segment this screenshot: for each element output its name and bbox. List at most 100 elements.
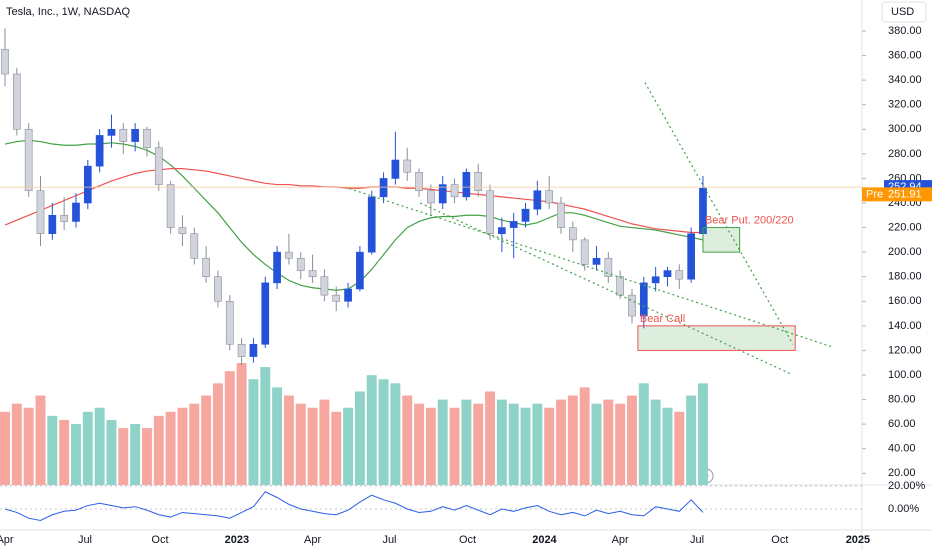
candle-body bbox=[379, 178, 388, 198]
volume-bar bbox=[520, 407, 531, 485]
volume-bar bbox=[283, 395, 294, 485]
volume-bar bbox=[437, 399, 448, 485]
candle-body bbox=[178, 227, 187, 235]
candle-body bbox=[651, 276, 660, 284]
y-tick-label: 140.00 bbox=[888, 320, 922, 332]
volume-bar bbox=[0, 411, 10, 485]
volume-bar bbox=[224, 371, 235, 485]
candle-body bbox=[154, 147, 163, 185]
volume-bar bbox=[11, 403, 22, 485]
volume-bar bbox=[674, 411, 685, 485]
price-tag-value: 251.91 bbox=[888, 188, 922, 200]
volume-bar bbox=[82, 411, 93, 485]
candle-body bbox=[533, 190, 542, 210]
candle-body bbox=[557, 202, 565, 228]
price-tag bbox=[862, 187, 932, 202]
y-tick-label: 360.00 bbox=[888, 49, 922, 61]
y-tick-label: 40.00 bbox=[888, 443, 916, 455]
candle-body bbox=[356, 251, 364, 290]
y-tick-label: 100.00 bbox=[888, 369, 922, 381]
y-tick-label: 20.00 bbox=[888, 467, 916, 479]
volume-bar bbox=[71, 424, 81, 485]
y-tick-label: 380.00 bbox=[888, 25, 922, 37]
y-tick-label: 320.00 bbox=[888, 99, 922, 111]
volume-bar bbox=[189, 403, 200, 485]
volume-bar bbox=[23, 407, 34, 485]
candle-body bbox=[308, 270, 317, 278]
volume-bar bbox=[248, 379, 259, 485]
volume-bar bbox=[59, 419, 70, 485]
volume-bar bbox=[272, 387, 283, 485]
price-tag-prefix: Pre bbox=[866, 188, 883, 200]
candle-body bbox=[604, 257, 613, 278]
trend-line bbox=[344, 186, 833, 348]
y-tick-label: 280.00 bbox=[888, 148, 922, 160]
candle-body bbox=[509, 221, 518, 228]
candle-body bbox=[72, 202, 80, 222]
candle-body bbox=[367, 196, 376, 253]
volume-bar bbox=[212, 383, 223, 485]
volume-bar bbox=[473, 403, 484, 485]
option-box bbox=[637, 325, 796, 351]
currency-box[interactable] bbox=[881, 1, 927, 23]
candle-body bbox=[225, 300, 234, 345]
x-tick-label: Jul bbox=[382, 534, 396, 546]
volume-bar bbox=[47, 415, 58, 485]
candle-body bbox=[332, 294, 341, 302]
candle-body bbox=[344, 288, 352, 302]
candle-body bbox=[403, 159, 412, 173]
volume-bar bbox=[485, 391, 495, 485]
volume-bar bbox=[295, 403, 306, 485]
candle-body bbox=[687, 233, 695, 280]
volume-bar bbox=[544, 407, 555, 485]
x-tick-label: 2024 bbox=[532, 534, 557, 546]
candle-body bbox=[450, 184, 459, 198]
candle-body bbox=[131, 128, 139, 142]
y-tick-label: 120.00 bbox=[888, 344, 922, 356]
osc-tick-label: 20.00% bbox=[888, 480, 926, 492]
candle-body bbox=[474, 171, 483, 192]
chart-title: Tesla, Inc., 1W, NASDAQ bbox=[6, 6, 131, 18]
candle-body bbox=[639, 282, 648, 317]
volume-bar bbox=[35, 395, 46, 485]
moving-average bbox=[4, 168, 703, 234]
candle-body bbox=[486, 190, 494, 235]
volume-bar bbox=[331, 411, 342, 485]
candle-body bbox=[415, 171, 423, 192]
candle-body bbox=[438, 184, 447, 204]
volume-bar bbox=[414, 403, 425, 485]
oscillator-line bbox=[4, 491, 704, 522]
volume-bar bbox=[118, 428, 129, 485]
candle-body bbox=[249, 343, 258, 357]
candle-body bbox=[107, 128, 116, 136]
volume-bar bbox=[343, 407, 354, 485]
volume-bar bbox=[177, 407, 188, 485]
volume-bar bbox=[591, 403, 602, 485]
candle-body bbox=[12, 73, 21, 130]
volume-bar bbox=[141, 428, 152, 485]
volume-bar bbox=[201, 395, 212, 485]
y-tick-label: 160.00 bbox=[888, 295, 922, 307]
candle-body bbox=[498, 227, 506, 235]
volume-bar bbox=[307, 407, 318, 485]
candle-body bbox=[521, 208, 530, 222]
moving-average bbox=[4, 139, 704, 291]
x-tick-label: Apr bbox=[0, 534, 14, 546]
candle-body bbox=[616, 276, 625, 296]
volume-bar bbox=[556, 399, 566, 485]
volume-bar bbox=[627, 395, 637, 485]
y-tick-label: 80.00 bbox=[888, 393, 916, 405]
candle-body bbox=[261, 282, 270, 345]
volume-bar bbox=[650, 399, 661, 485]
volume-bar bbox=[508, 403, 519, 485]
x-tick-label: Jul bbox=[690, 534, 704, 546]
x-tick-label: Apr bbox=[612, 534, 629, 546]
volume-bar bbox=[532, 403, 543, 485]
y-tick-label: 340.00 bbox=[888, 74, 922, 86]
candle-body bbox=[214, 276, 222, 302]
box-label: Bear Put. 200/220 bbox=[705, 214, 794, 226]
candle-body bbox=[580, 239, 589, 265]
candle-body bbox=[143, 128, 151, 149]
volume-bar bbox=[106, 419, 117, 485]
volume-bar bbox=[94, 407, 105, 485]
